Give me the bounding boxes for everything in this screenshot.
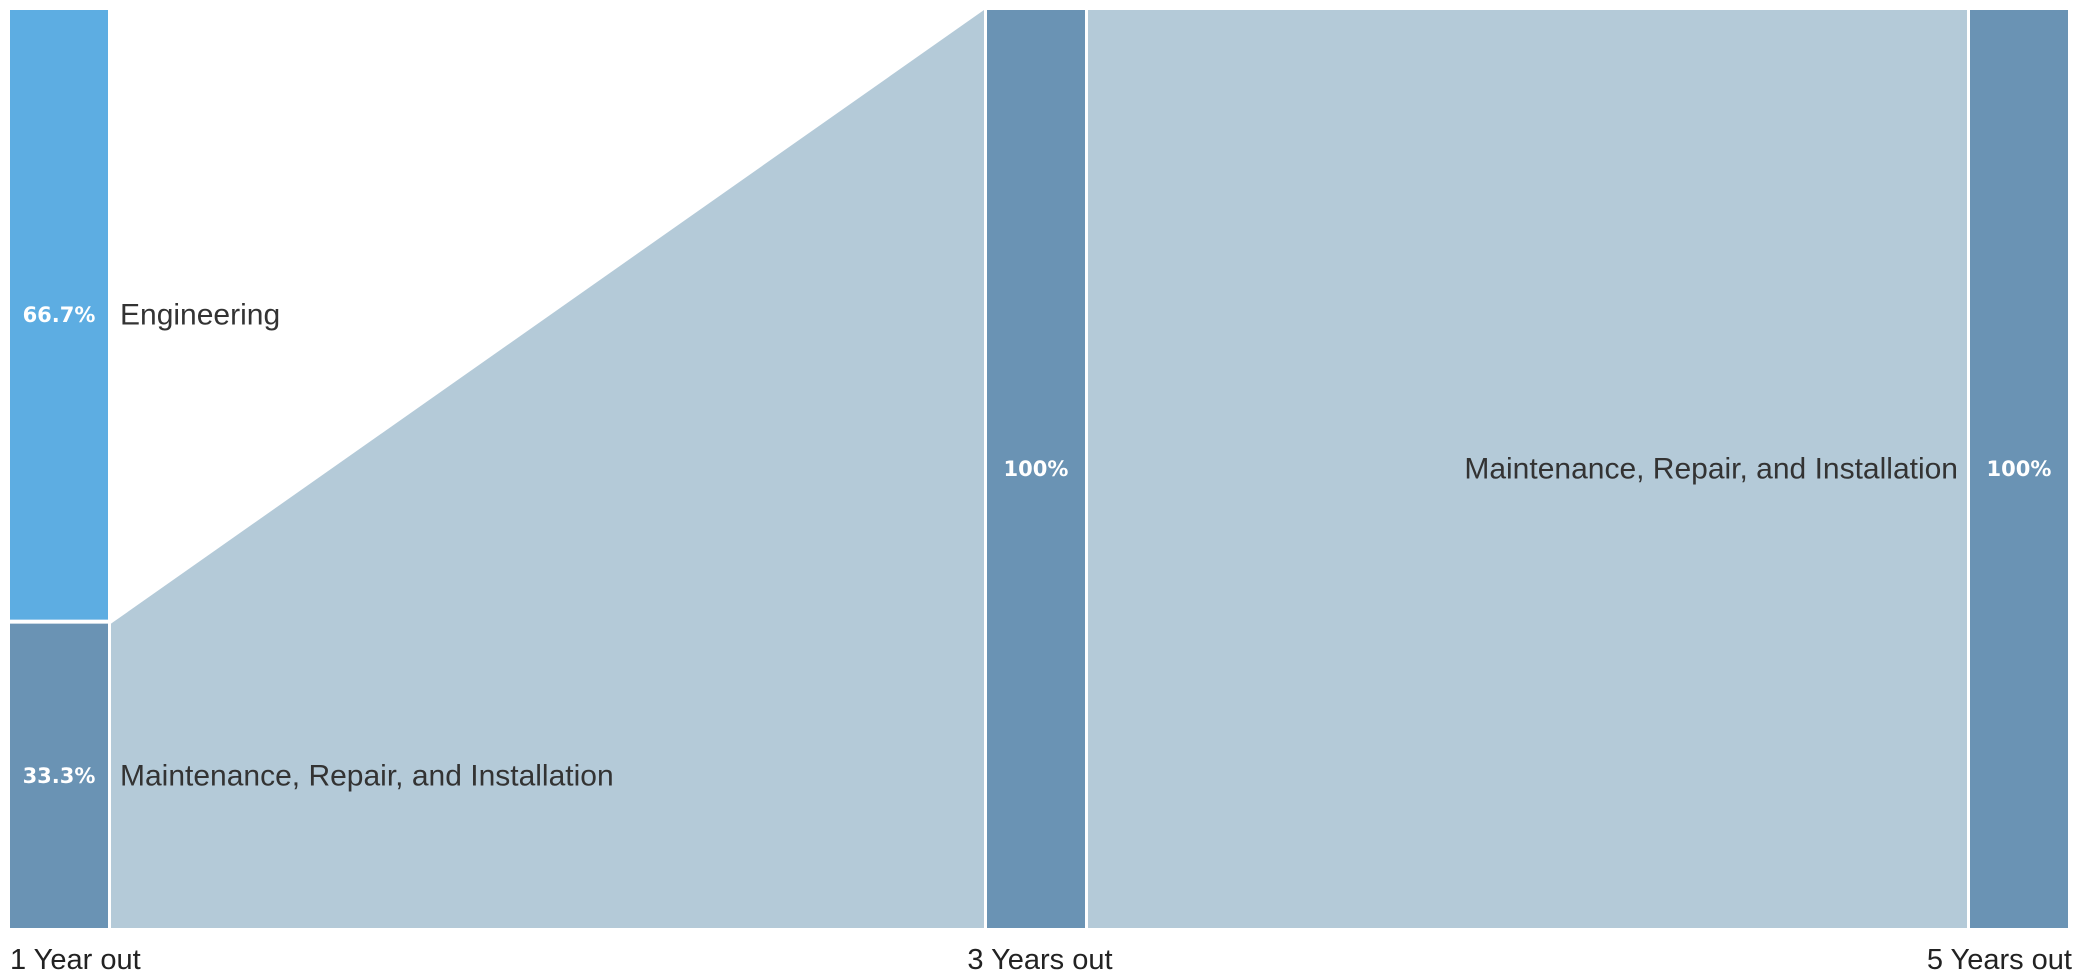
flow-band-1 (1088, 10, 1967, 928)
node-bar-0[interactable] (10, 10, 108, 620)
node-bar-3[interactable] (1970, 10, 2068, 928)
node-percent-label: 66.7% (23, 303, 96, 327)
flows-layer (111, 10, 1967, 928)
node-percent-label: 33.3% (23, 764, 96, 788)
node-category-label: Maintenance, Repair, and Installation (1464, 453, 1958, 486)
node-bar-2[interactable] (987, 10, 1085, 928)
nodes-layer: 66.7% 33.3% 100% 100% (10, 10, 2068, 928)
labels-layer: Engineering Maintenance, Repair, and Inst… (120, 298, 1958, 792)
stage-axis-label: 1 Year out (10, 944, 141, 974)
flow-band-0 (111, 10, 984, 928)
node-category-label: Maintenance, Repair, and Installation (120, 759, 614, 792)
node-category-label: Engineering (120, 298, 280, 331)
stage-axis-label: 5 Years out (1927, 944, 2072, 974)
stage-axis-label: 3 Years out (967, 944, 1112, 974)
node-percent-label: 100% (1987, 457, 2052, 481)
node-percent-label: 100% (1004, 457, 1069, 481)
node-bar-1[interactable] (10, 623, 108, 928)
stage-axis: 1 Year out 3 Years out 5 Years out (10, 944, 2072, 974)
